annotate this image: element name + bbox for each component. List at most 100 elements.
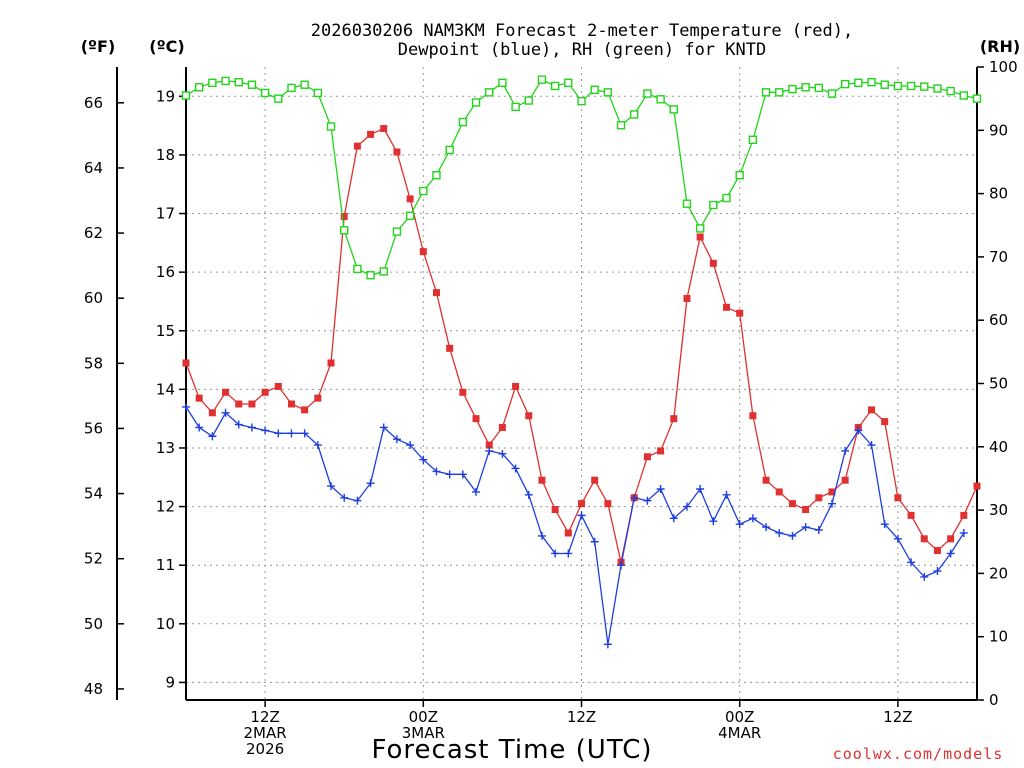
dewpoint-point	[709, 517, 718, 526]
credit-link[interactable]: coolwx.com/models	[833, 745, 1004, 763]
dewpoint-point	[907, 558, 916, 567]
celsius-tick-label: 15	[156, 322, 175, 340]
rh-point	[748, 135, 758, 144]
time-tick-label: 12Z	[567, 708, 596, 726]
rh-point	[247, 80, 257, 89]
dewpoint-point	[537, 531, 546, 540]
dewpoint-point	[946, 549, 955, 558]
rh-tick-label: 50	[989, 375, 1008, 393]
dewpoint-line	[185, 406, 965, 645]
dewpoint-point	[880, 520, 889, 529]
rh-point	[946, 86, 955, 96]
rh-tick-label: 100	[989, 58, 1018, 76]
rh-point	[524, 96, 533, 105]
fahrenheit-tick-label: 66	[84, 94, 103, 112]
rh-point	[735, 171, 744, 180]
dewpoint-point	[340, 493, 349, 502]
temperature-point	[749, 412, 757, 420]
temperature-point	[578, 500, 585, 508]
rh-point	[274, 94, 283, 103]
rh-point	[616, 121, 626, 130]
dewpoint-point	[366, 479, 375, 488]
temperature-point	[406, 195, 414, 203]
rh-tick-label: 0	[989, 691, 999, 709]
temperature-point	[195, 394, 203, 402]
rh-point	[485, 88, 494, 97]
rh-point	[537, 75, 547, 84]
rh-point	[326, 122, 336, 131]
temperature-point	[498, 423, 506, 431]
temperature-point	[327, 359, 335, 367]
rh-point	[643, 89, 652, 98]
temperature-point	[775, 488, 783, 496]
fahrenheit-tick-label: 62	[84, 224, 103, 242]
celsius-tick-label: 10	[156, 615, 175, 633]
rh-point	[827, 89, 837, 98]
temperature-point	[841, 476, 849, 484]
temperature-point	[736, 309, 744, 317]
rh-tick-label: 40	[989, 438, 1008, 456]
rh-point	[656, 95, 665, 104]
time-tick-label: 00Z	[725, 708, 754, 726]
rh-point	[867, 77, 876, 87]
temperature-point	[208, 409, 216, 417]
series-temperature	[182, 125, 981, 566]
temperature-point	[512, 382, 520, 390]
temperature-point	[472, 415, 480, 423]
celsius-tick-label: 14	[156, 380, 175, 398]
temperature-point	[353, 142, 361, 150]
temperature-point	[604, 500, 612, 508]
rh-point	[669, 105, 678, 114]
fahrenheit-tick-label: 64	[84, 159, 103, 177]
dewpoint-point	[748, 514, 757, 523]
dewpoint-point	[221, 408, 230, 417]
data-series	[181, 75, 982, 649]
rh-point	[788, 84, 797, 94]
rh-point	[920, 82, 929, 91]
temperature-point	[881, 418, 889, 426]
temperature-point	[432, 289, 440, 297]
temperature-point	[314, 394, 322, 402]
dewpoint-point	[933, 567, 942, 576]
temperature-point	[643, 453, 651, 461]
rh-point	[194, 83, 204, 92]
rh-point	[208, 78, 217, 88]
fahrenheit-tick-label: 60	[84, 289, 103, 307]
rh-point	[287, 83, 296, 93]
x-axis-title: Forecast Time (UTC)	[371, 735, 652, 765]
temperature-point	[788, 500, 796, 508]
temperature-point	[933, 547, 941, 555]
rh-unit-label: (RH)	[980, 37, 1020, 56]
rh-point	[564, 78, 573, 88]
temperature-point	[564, 529, 572, 537]
rh-point	[775, 88, 784, 97]
celsius-tick-label: 16	[156, 263, 175, 281]
temperature-point	[525, 412, 533, 420]
rh-point	[221, 76, 230, 86]
dewpoint-point	[696, 485, 705, 493]
dewpoint-point	[419, 455, 428, 464]
dewpoint-point	[959, 528, 968, 537]
rh-point	[550, 81, 560, 91]
rh-point	[893, 81, 903, 91]
dewpoint-point	[801, 523, 810, 532]
rh-point	[801, 83, 810, 92]
dewpoint-point	[577, 511, 586, 520]
rh-point	[603, 88, 613, 97]
temperature-point	[723, 303, 731, 311]
rh-point	[353, 264, 362, 274]
temperature-point	[340, 212, 348, 220]
rh-point	[709, 200, 718, 210]
dewpoint-point	[287, 429, 296, 438]
dewpoint-point	[920, 572, 929, 581]
rh-point	[432, 171, 441, 180]
dewpoint-point	[762, 523, 771, 532]
dewpoint-point	[867, 441, 876, 450]
rh-point	[933, 84, 942, 93]
rh-tick-label: 70	[989, 248, 1008, 266]
series-dewpoint	[182, 402, 968, 649]
celsius-tick-label: 19	[156, 87, 175, 105]
celsius-unit-label: (ºC)	[149, 37, 184, 56]
celsius-tick-label: 9	[165, 673, 175, 691]
rh-tick-label: 60	[989, 311, 1008, 329]
